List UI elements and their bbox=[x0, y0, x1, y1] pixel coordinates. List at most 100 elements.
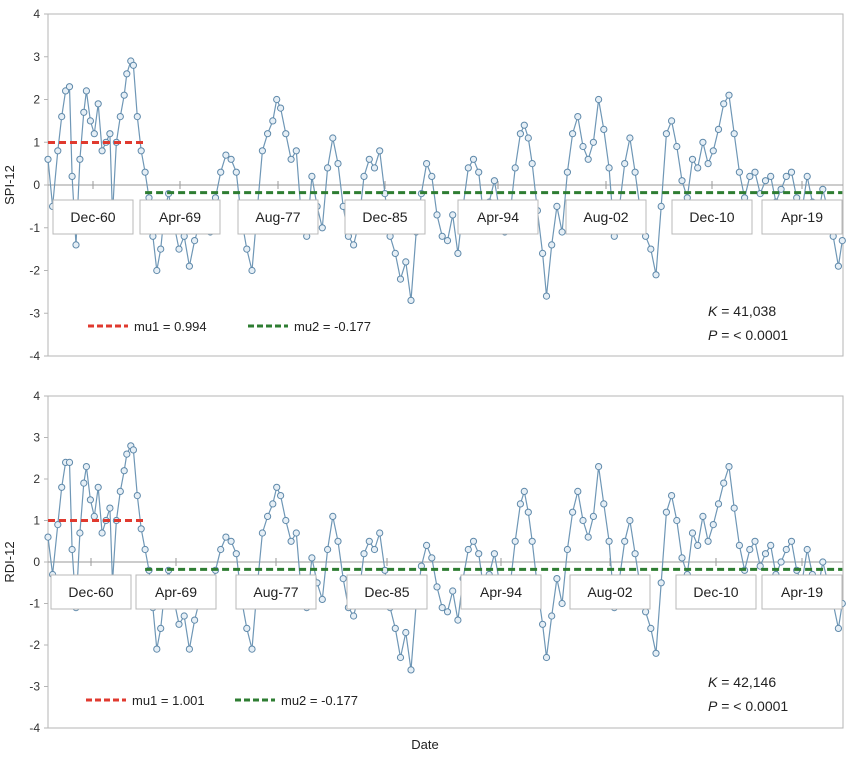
data-point bbox=[232, 168, 240, 176]
data-point bbox=[191, 616, 199, 624]
data-point bbox=[777, 185, 785, 193]
data-point bbox=[678, 177, 686, 185]
data-point bbox=[292, 147, 300, 155]
data-point bbox=[834, 262, 843, 270]
date-label: Aug-02 bbox=[583, 209, 628, 225]
data-point bbox=[725, 463, 733, 471]
k-statistic: K = 41,038 bbox=[708, 303, 776, 319]
data-point bbox=[123, 70, 131, 78]
data-point bbox=[396, 275, 405, 283]
data-point bbox=[662, 130, 671, 138]
data-point bbox=[277, 104, 285, 112]
data-point bbox=[647, 245, 655, 253]
data-point bbox=[746, 545, 754, 554]
data-point bbox=[428, 172, 436, 180]
data-point bbox=[350, 241, 358, 249]
data-point bbox=[782, 172, 790, 180]
data-point bbox=[694, 541, 702, 550]
data-point bbox=[720, 100, 728, 108]
date-label-box bbox=[569, 574, 651, 610]
data-point bbox=[76, 155, 84, 163]
data-point bbox=[539, 249, 547, 257]
data-point bbox=[396, 653, 405, 662]
data-point bbox=[709, 147, 717, 155]
data-point bbox=[528, 537, 536, 545]
y-tick-label: 0 bbox=[33, 178, 40, 192]
data-point bbox=[308, 554, 316, 562]
data-point bbox=[730, 130, 738, 138]
y-tick-label: -2 bbox=[29, 638, 40, 652]
data-point bbox=[264, 130, 272, 138]
date-label: Dec-10 bbox=[693, 584, 738, 600]
data-point bbox=[605, 164, 613, 172]
data-point bbox=[464, 545, 472, 554]
data-point bbox=[120, 91, 128, 99]
data-point bbox=[803, 545, 811, 554]
data-point bbox=[595, 463, 603, 471]
data-point bbox=[243, 245, 251, 253]
data-point bbox=[714, 125, 723, 133]
data-point bbox=[490, 177, 498, 185]
data-point bbox=[511, 537, 519, 545]
data-point bbox=[709, 521, 717, 529]
data-point bbox=[269, 117, 277, 125]
date-label: Aug-77 bbox=[253, 584, 298, 600]
data-point bbox=[287, 537, 295, 545]
data-point bbox=[574, 487, 582, 495]
data-point bbox=[761, 550, 770, 558]
data-point bbox=[569, 130, 577, 138]
data-point bbox=[668, 492, 676, 500]
y-tick-label: 1 bbox=[33, 135, 40, 149]
data-point bbox=[475, 550, 483, 558]
data-point bbox=[86, 117, 95, 125]
data-point bbox=[678, 554, 686, 562]
data-point bbox=[767, 541, 775, 550]
data-point bbox=[694, 164, 702, 172]
data-point bbox=[524, 134, 532, 142]
data-point bbox=[180, 612, 188, 620]
data-point bbox=[652, 649, 660, 657]
data-point bbox=[243, 624, 251, 633]
data-point bbox=[589, 138, 598, 146]
legend-mu1-label: mu1 = 0.994 bbox=[134, 319, 207, 334]
date-label: Dec-10 bbox=[689, 209, 734, 225]
data-point bbox=[454, 616, 462, 624]
date-label-box bbox=[139, 199, 221, 235]
x-axis-label: Date bbox=[411, 737, 439, 752]
data-point bbox=[662, 508, 671, 516]
data-point bbox=[558, 599, 566, 608]
y-tick-label: -4 bbox=[29, 721, 40, 735]
data-point bbox=[391, 624, 399, 633]
data-point bbox=[524, 508, 532, 516]
data-point bbox=[563, 545, 572, 554]
data-point bbox=[652, 271, 660, 279]
data-point bbox=[746, 172, 754, 180]
data-point bbox=[443, 237, 452, 245]
data-point bbox=[699, 138, 707, 146]
data-point bbox=[475, 168, 483, 176]
data-point bbox=[407, 296, 415, 304]
data-point bbox=[129, 61, 137, 69]
data-point bbox=[129, 446, 137, 454]
date-label: Dec-85 bbox=[362, 209, 407, 225]
data-point bbox=[433, 211, 441, 219]
y-axis-label: RDI-12 bbox=[2, 541, 17, 582]
data-point bbox=[657, 202, 665, 210]
data-point bbox=[735, 541, 744, 550]
p-value: P = < 0.0001 bbox=[708, 698, 788, 714]
data-point bbox=[137, 525, 145, 533]
date-label-box bbox=[457, 199, 539, 235]
data-point bbox=[44, 533, 52, 541]
date-label: Apr-69 bbox=[159, 209, 201, 225]
data-point bbox=[324, 164, 332, 172]
data-point bbox=[282, 130, 290, 138]
data-point bbox=[106, 504, 114, 512]
data-point bbox=[54, 147, 62, 155]
data-point bbox=[558, 228, 566, 236]
data-point bbox=[449, 587, 457, 595]
data-point bbox=[584, 533, 592, 541]
data-point bbox=[82, 87, 91, 95]
data-point bbox=[621, 160, 629, 168]
data-point bbox=[699, 512, 707, 521]
data-point bbox=[511, 164, 519, 172]
